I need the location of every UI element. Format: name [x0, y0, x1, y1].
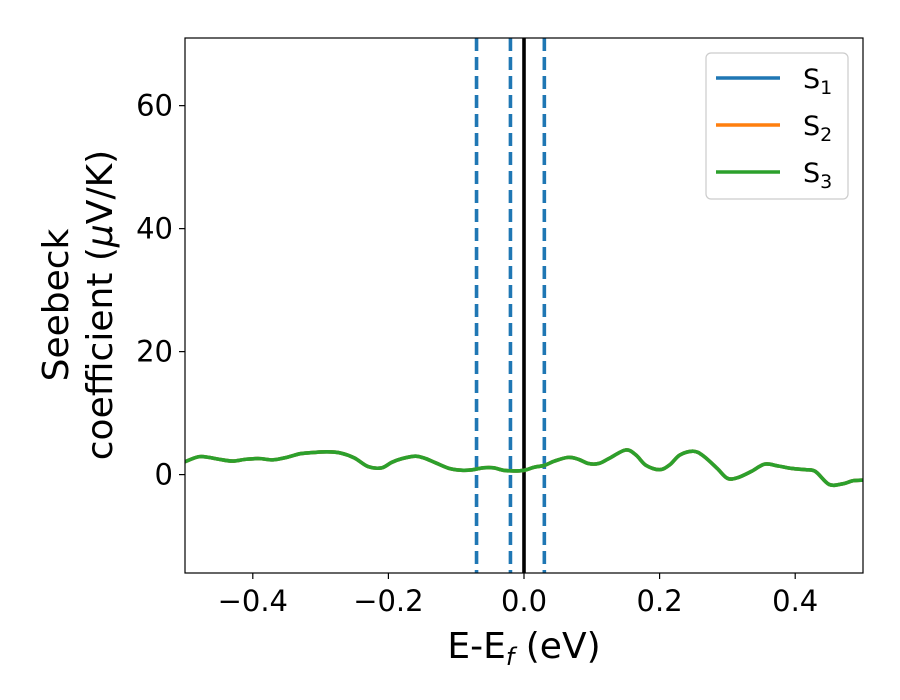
y-tick-label: 0	[155, 458, 173, 492]
y-axis-ticks: 0 20 40 60	[136, 89, 185, 492]
x-tick-label: 0.2	[637, 584, 683, 618]
x-axis-ticks: −0.4 −0.2 0.0 0.2 0.4	[218, 573, 818, 618]
series-line-S3	[185, 448, 863, 488]
series-lines	[185, 448, 863, 488]
y-axis-label: Seebeck coefficient (μV/K)	[36, 150, 121, 460]
x-axis-label: E-Ef (eV)	[447, 626, 600, 671]
reference-lines	[474, 38, 547, 573]
legend: S1 S2 S3	[705, 52, 849, 200]
y-tick-label: 40	[136, 212, 173, 246]
y-axis-label-line2: coefficient (μV/K)	[80, 150, 121, 460]
legend-label-S3: S3	[803, 158, 832, 193]
y-axis-label-line1: Seebeck	[36, 228, 77, 381]
x-tick-label: 0.4	[772, 584, 818, 618]
y-tick-label: 20	[136, 335, 173, 369]
x-tick-label: −0.4	[218, 584, 288, 618]
x-tick-label: −0.2	[353, 584, 423, 618]
legend-label-S2: S2	[803, 111, 832, 146]
legend-label-S1: S1	[803, 64, 832, 99]
x-tick-label: 0.0	[501, 584, 547, 618]
y-tick-label: 60	[136, 89, 173, 123]
